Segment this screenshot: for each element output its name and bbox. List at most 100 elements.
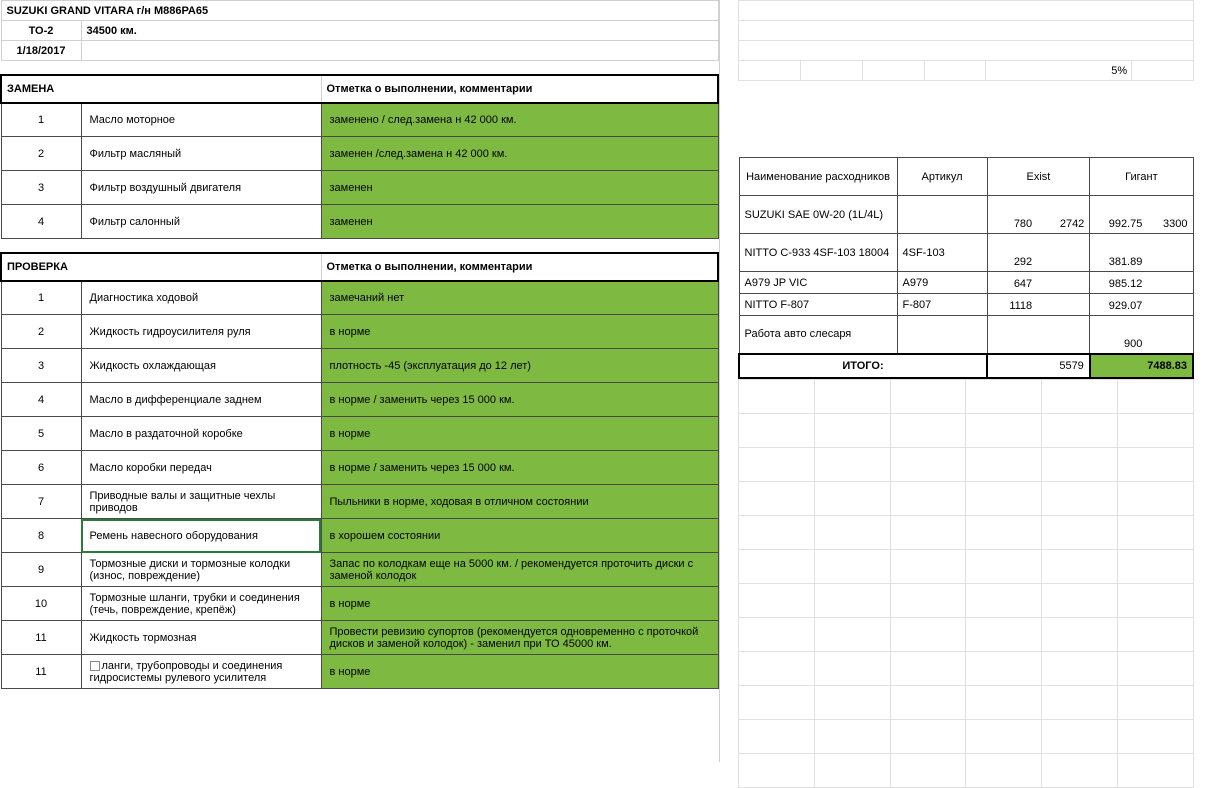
spacer <box>1 61 718 75</box>
price-exist1: 1118 <box>987 294 1037 316</box>
row-comment: заменено / след.замена н 42 000 км. <box>321 103 718 137</box>
row-comment: в хорошем состоянии <box>321 519 718 553</box>
check-title: ПРОВЕРКА <box>1 253 321 281</box>
table-row[interactable]: 2Фильтр масляныйзаменен /след.замена н 4… <box>1 137 718 171</box>
price-row[interactable]: NITTO F-807F-8071118 929.07 <box>739 294 1193 316</box>
row-comment: заменен <box>321 171 718 205</box>
right-panel: 5% Наименование расходников Артикул Exis… <box>720 0 1214 762</box>
table-row[interactable]: 4Масло в дифференциале заднемв норме / з… <box>1 383 718 417</box>
date-row: 1/18/2017 <box>1 41 718 61</box>
row-name: Тормозные шланги, трубки и соединения (т… <box>81 587 321 621</box>
title-row: SUZUKI GRAND VITARA г/н М886РА65 <box>1 1 718 21</box>
empty-row[interactable] <box>739 719 1194 753</box>
service-date: 1/18/2017 <box>1 41 81 61</box>
price-gigant2 <box>1147 316 1193 354</box>
row-name: Масло в раздаточной коробке <box>81 417 321 451</box>
row-name: Фильтр салонный <box>81 205 321 239</box>
table-row[interactable]: 4Фильтр салонныйзаменен <box>1 205 718 239</box>
col-exist: Exist <box>987 158 1090 196</box>
table-row[interactable]: 3Жидкость охлаждающаяплотность -45 (эксп… <box>1 349 718 383</box>
price-gigant1: 929.07 <box>1090 294 1148 316</box>
row-name: Масло в дифференциале заднем <box>81 383 321 417</box>
price-exist1: 292 <box>987 234 1037 272</box>
percent-value: 5% <box>986 61 1132 81</box>
pricing-table[interactable]: Наименование расходников Артикул Exist Г… <box>738 157 1194 379</box>
row-comment: плотность -45 (эксплуатация до 12 лет) <box>321 349 718 383</box>
empty-row[interactable] <box>739 583 1194 617</box>
row-name: Масло коробки передач <box>81 451 321 485</box>
price-name: NITTO C-933 4SF-103 18004 <box>739 234 897 272</box>
row-name: Жидкость гидроусилителя руля <box>81 315 321 349</box>
table-row[interactable]: 1Диагностика ходовойзамечаний нет <box>1 281 718 315</box>
expand-icon[interactable] <box>90 661 100 671</box>
table-row[interactable]: 2Жидкость гидроусилителя руляв норме <box>1 315 718 349</box>
row-comment: замечаний нет <box>321 281 718 315</box>
empty-row[interactable] <box>739 481 1194 515</box>
replace-section-header: ЗАМЕНА Отметка о выполнении, комментарии <box>1 75 718 103</box>
empty-grid <box>738 379 1194 788</box>
price-gigant1: 992.75 <box>1090 196 1148 234</box>
empty-row[interactable] <box>739 549 1194 583</box>
price-exist1: 780 <box>987 196 1037 234</box>
price-row[interactable]: SUZUKI SAE 0W-20 (1L/4L)7802742992.75330… <box>739 196 1193 234</box>
price-exist2: 2742 <box>1037 196 1090 234</box>
price-exist2 <box>1037 316 1090 354</box>
total-row: ИТОГО: 5579 7488.83 <box>739 354 1193 378</box>
row-comment: в норме / заменить через 15 000 км. <box>321 451 718 485</box>
row-name: Фильтр масляный <box>81 137 321 171</box>
row-name: Жидкость тормозная <box>81 621 321 655</box>
table-row[interactable]: 7Приводные валы и защитные чехлы приводо… <box>1 485 718 519</box>
price-exist2 <box>1037 294 1090 316</box>
row-name: Масло моторное <box>81 103 321 137</box>
table-row[interactable]: 10Тормозные шланги, трубки и соединения … <box>1 587 718 621</box>
row-num: 10 <box>1 587 81 621</box>
price-row[interactable]: NITTO C-933 4SF-103 180044SF-103292381.8… <box>739 234 1193 272</box>
row-name: Фильтр воздушный двигателя <box>81 171 321 205</box>
table-row[interactable]: 1Масло моторноезаменено / след.замена н … <box>1 103 718 137</box>
row-num: 9 <box>1 553 81 587</box>
table-row[interactable]: 5Масло в раздаточной коробкев норме <box>1 417 718 451</box>
price-article: 4SF-103 <box>897 234 987 272</box>
empty-row[interactable] <box>739 651 1194 685</box>
row-num: 6 <box>1 451 81 485</box>
price-article: A979 <box>897 272 987 294</box>
row-num: 4 <box>1 205 81 239</box>
price-article: F-807 <box>897 294 987 316</box>
price-gigant1: 900 <box>1090 316 1148 354</box>
table-row[interactable]: 9Тормозные диски и тормозные колодки (из… <box>1 553 718 587</box>
price-name: NITTO F-807 <box>739 294 897 316</box>
empty-row[interactable] <box>739 617 1194 651</box>
to-label: ТО-2 <box>1 21 81 41</box>
price-row[interactable]: Работа авто слесаря900 <box>739 316 1193 354</box>
row-comment: Запас по колодкам еще на 5000 км. / реко… <box>321 553 718 587</box>
table-row[interactable]: 3Фильтр воздушный двигателязаменен <box>1 171 718 205</box>
row-num: 8 <box>1 519 81 553</box>
row-comment: в норме <box>321 315 718 349</box>
empty-row[interactable] <box>739 685 1194 719</box>
row-name: Ремень навесного оборудования <box>81 519 321 553</box>
empty-row[interactable] <box>739 447 1194 481</box>
row-comment: заменен /след.замена н 42 000 км. <box>321 137 718 171</box>
row-num: 4 <box>1 383 81 417</box>
table-row[interactable]: 6Масло коробки передачв норме / заменить… <box>1 451 718 485</box>
empty-row[interactable] <box>739 753 1194 787</box>
row-num: 2 <box>1 315 81 349</box>
price-name: SUZUKI SAE 0W-20 (1L/4L) <box>739 196 897 234</box>
row-num: 5 <box>1 417 81 451</box>
col-name: Наименование расходников <box>739 158 897 196</box>
price-exist2 <box>1037 234 1090 272</box>
pre-grid: 5% <box>738 0 1194 81</box>
empty-row[interactable] <box>739 515 1194 549</box>
price-gigant2 <box>1147 234 1193 272</box>
price-exist1 <box>987 316 1037 354</box>
empty-row[interactable] <box>739 379 1194 413</box>
service-table[interactable]: SUZUKI GRAND VITARA г/н М886РА65 ТО-2 34… <box>0 0 719 689</box>
table-row[interactable]: 11Жидкость тормознаяПровести ревизию суп… <box>1 621 718 655</box>
mileage: 34500 км. <box>81 21 718 41</box>
empty-row[interactable] <box>739 413 1194 447</box>
row-num: 11 <box>1 621 81 655</box>
row-num: 11 <box>1 655 81 689</box>
table-row[interactable]: 8Ремень навесного оборудованияв хорошем … <box>1 519 718 553</box>
price-row[interactable]: A979 JP VICA979647985.12 <box>739 272 1193 294</box>
table-row[interactable]: 11ланги, трубопроводы и соединения гидро… <box>1 655 718 689</box>
